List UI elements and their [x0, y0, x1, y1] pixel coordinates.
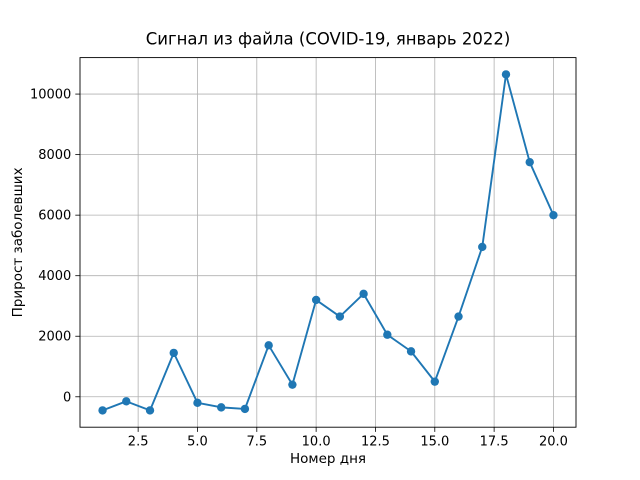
- data-point: [145, 406, 155, 415]
- x-axis-label: Номер дня: [290, 451, 366, 467]
- data-point: [217, 403, 226, 412]
- data-point: [335, 312, 345, 321]
- data-line: [101, 73, 555, 412]
- data-point: [240, 404, 250, 414]
- data-point: [383, 330, 392, 339]
- y-tick-label: 8000: [38, 148, 71, 163]
- x-tick-label: 7.5: [246, 434, 267, 449]
- data-point: [359, 289, 368, 299]
- y-axis-label: Прирост заболевших: [10, 167, 26, 317]
- data-point: [478, 242, 487, 252]
- x-tick-label: 15.0: [420, 434, 449, 449]
- data-point: [311, 295, 321, 305]
- x-tick-label: 20.0: [539, 434, 568, 449]
- y-tick-label: 4000: [38, 269, 71, 284]
- data-point: [122, 397, 131, 406]
- data-point: [288, 380, 297, 389]
- data-point: [549, 210, 558, 220]
- chart-title: Сигнал из файла (COVID-19, январь 2022): [146, 30, 511, 49]
- data-point: [98, 406, 107, 415]
- data-point: [501, 70, 511, 79]
- data-point: [264, 341, 273, 350]
- x-tick-label: 12.5: [361, 434, 390, 449]
- y-tick-label: 6000: [38, 209, 71, 224]
- y-tick-label: 0: [63, 390, 71, 405]
- data-point: [525, 157, 534, 167]
- y-tick-label: 10000: [30, 88, 71, 103]
- plot-border: [79, 57, 577, 428]
- data-point: [193, 398, 202, 408]
- y-tick-label: 2000: [38, 330, 71, 345]
- x-tick-label: 10.0: [302, 434, 331, 449]
- data-point: [169, 348, 178, 358]
- x-tick-label: 17.5: [480, 434, 509, 449]
- data-point: [406, 347, 416, 356]
- data-point: [454, 312, 463, 321]
- data-point: [430, 377, 439, 386]
- x-tick-label: 5.0: [187, 434, 208, 449]
- x-tick-label: 2.5: [128, 434, 149, 449]
